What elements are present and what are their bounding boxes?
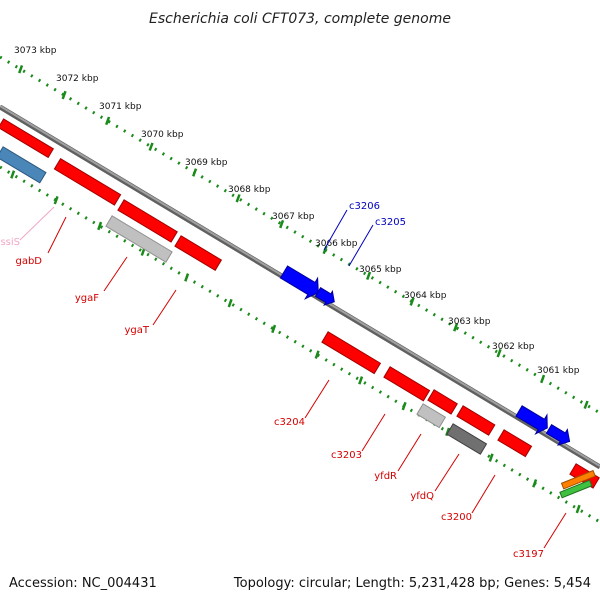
cds-feature <box>515 405 548 436</box>
gene-label: gabD <box>15 256 42 267</box>
scale-tick <box>496 348 502 358</box>
gene-label: ygaT <box>124 325 149 336</box>
scale-tick <box>235 194 241 203</box>
cds-feature <box>105 215 173 263</box>
gene-label: c3197 <box>513 549 544 560</box>
scale-tick <box>409 297 415 306</box>
cds-feature <box>497 429 533 458</box>
scale-tick <box>184 273 190 282</box>
scale-tick <box>227 298 233 308</box>
cds-feature <box>456 405 496 436</box>
gene-label: yfdQ <box>410 491 434 502</box>
outer-scale-line <box>0 55 600 415</box>
kbp-label: 3066 kbp <box>315 239 358 249</box>
cds-feature <box>559 479 593 499</box>
cds-feature <box>446 423 488 455</box>
inner-scale <box>0 165 600 524</box>
scale-tick <box>18 64 24 74</box>
scale-tick <box>358 376 364 385</box>
scale-tick <box>279 219 285 229</box>
gene-label: c3203 <box>331 450 362 461</box>
kbp-label: 3072 kbp <box>56 74 99 84</box>
kbp-label: 3061 kbp <box>537 366 580 376</box>
gene-label: c3205 <box>375 217 406 228</box>
outer-scale: 3073 kbp 3072 kbp 3071 kbp 3070 kbp 3069… <box>0 46 600 415</box>
cds-features <box>0 118 600 499</box>
scale-tick <box>488 453 494 462</box>
kbp-label: 3064 kbp <box>404 291 447 301</box>
cds-feature <box>117 199 178 243</box>
kbp-label: 3063 kbp <box>448 317 491 327</box>
scale-tick <box>366 271 372 281</box>
kbp-label: 3070 kbp <box>141 130 184 140</box>
scale-tick <box>61 90 67 100</box>
scale-tick <box>540 374 546 384</box>
scale-tick <box>575 504 581 514</box>
topology-text: Topology: circular; Length: 5,231,428 bp… <box>233 576 591 591</box>
outer-scale-ticks <box>18 64 589 410</box>
scale-tick <box>453 323 459 332</box>
gene-label: c3206 <box>349 201 380 212</box>
gene-label: ygaF <box>75 293 99 304</box>
scale-tick <box>148 142 154 151</box>
kbp-labels: 3073 kbp 3072 kbp 3071 kbp 3070 kbp 3069… <box>14 46 580 376</box>
leader-lines <box>19 206 567 549</box>
cds-feature <box>416 403 447 429</box>
scale-tick <box>53 195 59 205</box>
cds-feature <box>321 331 382 375</box>
cds-feature <box>53 158 122 206</box>
cds-feature <box>383 366 431 402</box>
accession-text: Accession: NC_004431 <box>9 576 157 591</box>
scale-tick <box>105 116 111 126</box>
kbp-label: 3062 kbp <box>492 342 535 352</box>
cds-feature <box>545 424 571 446</box>
kbp-label: 3071 kbp <box>99 102 142 112</box>
cds-feature <box>314 287 335 306</box>
gene-label: cssiS <box>0 237 20 248</box>
cds-feature <box>174 235 223 272</box>
cds-feature <box>279 265 319 300</box>
kbp-label: 3065 kbp <box>359 265 402 275</box>
inner-scale-ticks <box>10 170 581 514</box>
cds-feature <box>0 118 55 159</box>
map-title: Escherichia coli CFT073, complete genome <box>149 11 451 27</box>
kbp-label: 3068 kbp <box>228 185 271 195</box>
cds-feature <box>427 389 458 415</box>
gene-label: yfdR <box>374 471 397 482</box>
scale-tick <box>401 401 407 411</box>
cds-feature <box>0 146 47 184</box>
scale-tick <box>583 400 589 410</box>
gene-label: c3200 <box>441 512 472 523</box>
scale-tick <box>10 170 16 179</box>
kbp-label: 3067 kbp <box>272 212 315 222</box>
scale-tick <box>271 324 277 334</box>
gene-label: c3204 <box>274 417 305 428</box>
scale-tick <box>192 168 198 177</box>
kbp-label: 3069 kbp <box>185 158 228 168</box>
gene-labels: cssiS gabD ygaF ygaT c3206 c3205 c3204 c… <box>0 201 544 560</box>
scale-tick <box>532 479 538 488</box>
scale-tick <box>97 221 103 231</box>
cds-feature <box>560 469 596 490</box>
scale-tick <box>314 350 320 359</box>
kbp-label: 3073 kbp <box>14 46 57 56</box>
